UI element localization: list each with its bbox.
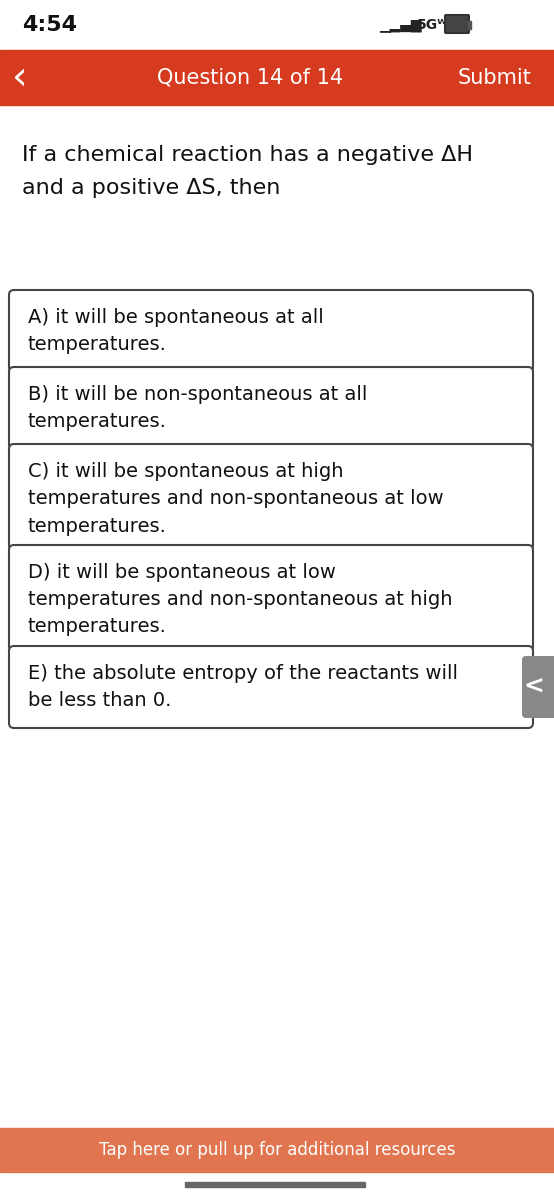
Text: D) it will be spontaneous at low
temperatures and non-spontaneous at high
temper: D) it will be spontaneous at low tempera… bbox=[28, 563, 453, 636]
Bar bbox=[468, 20, 471, 29]
FancyBboxPatch shape bbox=[522, 656, 554, 718]
FancyBboxPatch shape bbox=[9, 545, 533, 650]
Text: Tap here or pull up for additional resources: Tap here or pull up for additional resou… bbox=[99, 1141, 455, 1159]
Text: If a chemical reaction has a negative ΔH
and a positive ΔS, then: If a chemical reaction has a negative ΔH… bbox=[22, 145, 473, 198]
Text: 4:54: 4:54 bbox=[23, 14, 78, 35]
FancyBboxPatch shape bbox=[9, 444, 533, 550]
FancyBboxPatch shape bbox=[9, 367, 533, 449]
Text: <: < bbox=[524, 674, 545, 698]
Text: Submit: Submit bbox=[458, 67, 532, 88]
FancyBboxPatch shape bbox=[9, 290, 533, 372]
Text: B) it will be non-spontaneous at all
temperatures.: B) it will be non-spontaneous at all tem… bbox=[28, 385, 367, 431]
FancyBboxPatch shape bbox=[9, 646, 533, 728]
Text: E) the absolute entropy of the reactants will
be less than 0.: E) the absolute entropy of the reactants… bbox=[28, 664, 458, 710]
Text: ▁▂▄▇: ▁▂▄▇ bbox=[379, 18, 421, 32]
Text: 5Gᵂ: 5Gᵂ bbox=[417, 18, 448, 32]
Bar bbox=[0, 0, 554, 50]
Text: ‹: ‹ bbox=[12, 59, 28, 96]
Bar bbox=[0, 50, 554, 104]
Bar bbox=[0, 1128, 554, 1172]
Text: C) it will be spontaneous at high
temperatures and non-spontaneous at low
temper: C) it will be spontaneous at high temper… bbox=[28, 462, 444, 535]
Bar bbox=[185, 1182, 365, 1187]
Text: A) it will be spontaneous at all
temperatures.: A) it will be spontaneous at all tempera… bbox=[28, 308, 324, 354]
Text: Question 14 of 14: Question 14 of 14 bbox=[157, 67, 343, 88]
FancyBboxPatch shape bbox=[445, 14, 469, 32]
